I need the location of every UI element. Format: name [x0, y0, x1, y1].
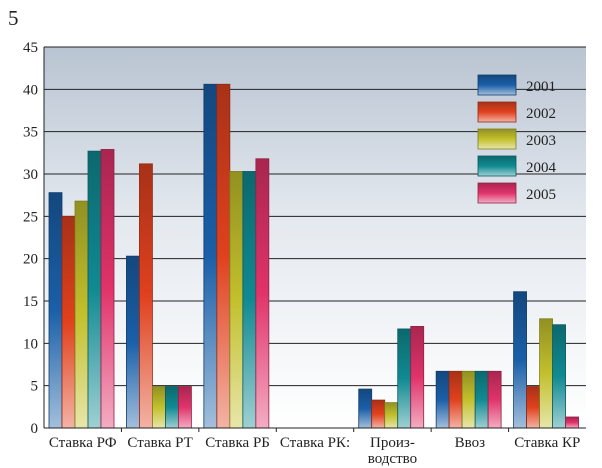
bar-2004-6 [552, 324, 566, 429]
y-tick-label: 45 [23, 40, 38, 56]
category-label: Ставка РФ [49, 435, 117, 451]
y-tick-label: 10 [23, 336, 38, 352]
bar-2001-4 [358, 388, 373, 429]
legend-label: 2001 [526, 79, 556, 95]
y-tick-label: 35 [23, 125, 38, 141]
bar-2005-6 [565, 416, 579, 429]
legend: 2001 2002 2003 2004 2005 [477, 74, 557, 204]
legend-swatch [477, 128, 517, 150]
bar-2002-6 [526, 386, 540, 429]
y-tick-label: 20 [23, 252, 38, 268]
legend-swatch [477, 182, 517, 204]
y-tick-labels: 0 5 10 15 20 25 30 35 40 45 [23, 40, 38, 437]
bar-2005-5 [487, 370, 502, 429]
legend-label: 2004 [526, 160, 557, 176]
legend-swatch [477, 155, 517, 177]
bar-2004-5 [474, 370, 489, 429]
category-label: Ставка КР [514, 435, 580, 451]
bar-2002-5 [448, 370, 463, 429]
bars [48, 83, 579, 429]
bar-2003-4 [384, 402, 399, 429]
bar-2005-2 [255, 158, 270, 429]
bar-2004-4 [397, 328, 412, 429]
y-tick-label: 30 [23, 167, 38, 183]
bar-2002-0 [61, 215, 76, 429]
y-tick-label: 25 [23, 209, 38, 225]
bar-2005-1 [178, 386, 192, 429]
category-labels: Ставка РФ Ставка РТ Ставка РБ Ставка РК: Про… [49, 428, 580, 467]
bar-2003-2 [229, 171, 244, 429]
y-tick-label: 5 [31, 379, 39, 395]
y-tick-label: 40 [23, 82, 38, 98]
bar-2003-5 [461, 370, 476, 429]
bar-2003-6 [539, 318, 553, 429]
bar-2002-4 [371, 399, 386, 429]
y-tick-label: 0 [31, 421, 39, 437]
page-number: 5 [8, 6, 19, 30]
bar-2004-1 [165, 386, 179, 429]
bar-2002-1 [139, 163, 153, 429]
category-label: Ввоз [455, 435, 485, 451]
bar-2001-6 [513, 291, 527, 429]
bar-2003-0 [74, 200, 89, 429]
category-label: Ставка РБ [205, 435, 270, 451]
legend-label: 2003 [526, 133, 556, 149]
bar-2001-5 [435, 370, 450, 429]
bar-2004-0 [87, 150, 102, 429]
legend-label: 2002 [526, 106, 556, 122]
bar-2002-2 [216, 83, 231, 429]
legend-swatch [477, 74, 517, 96]
axes [43, 47, 586, 429]
bar-2001-1 [126, 255, 140, 429]
legend-swatch [477, 101, 517, 123]
bar-2001-2 [203, 83, 218, 429]
y-tick-label: 15 [23, 294, 38, 310]
bar-2004-2 [242, 171, 257, 429]
category-label: Ставка РК: [280, 435, 350, 451]
legend-label: 2005 [526, 187, 556, 203]
bar-2005-0 [100, 149, 115, 429]
bar-2005-4 [410, 325, 425, 429]
bar-2003-1 [152, 386, 166, 429]
category-label: Произ-водство [368, 435, 417, 467]
bar-2001-0 [48, 192, 63, 429]
category-label: Ставка РТ [127, 435, 192, 451]
